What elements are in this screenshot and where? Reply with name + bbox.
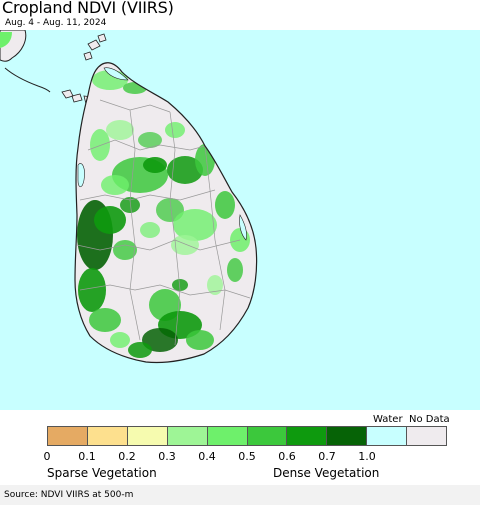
legend-swatch	[126, 426, 168, 446]
legend-swatch	[206, 426, 248, 446]
legend-color-bar	[47, 426, 448, 446]
legend-tick: 0.7	[318, 450, 336, 463]
puttalam-lagoon	[77, 163, 85, 188]
india-green-patch	[0, 32, 12, 48]
legend-water-label: Water	[373, 414, 403, 425]
legend-swatch	[286, 426, 328, 446]
legend-tick: 0.5	[238, 450, 256, 463]
date-range: Aug. 4 - Aug. 11, 2024	[5, 18, 107, 28]
island-coastline	[74, 62, 258, 364]
legend-tick: 0	[43, 450, 51, 463]
legend-nodata-label: No Data	[409, 414, 450, 425]
legend-tick: 1.0	[358, 450, 376, 463]
legend-swatch	[86, 426, 128, 446]
legend-swatch	[47, 426, 88, 446]
sri-lanka-map	[0, 30, 480, 410]
legend-tick: 0.4	[198, 450, 216, 463]
source-footer: Source: NDVI VIIRS at 500-m	[0, 485, 480, 505]
sparse-vegetation-label: Sparse Vegetation	[47, 466, 157, 480]
legend-swatch	[166, 426, 208, 446]
map-title: Cropland NDVI (VIIRS)	[2, 0, 174, 17]
batticaloa-lagoon	[239, 214, 247, 241]
legend-swatch	[366, 426, 408, 446]
legend-tick: 0.2	[118, 450, 136, 463]
legend-tick: 0.3	[158, 450, 176, 463]
dense-vegetation-label: Dense Vegetation	[273, 466, 380, 480]
legend-swatch	[326, 426, 368, 446]
legend-swatch	[246, 426, 288, 446]
legend-swatch	[406, 426, 448, 446]
india-coast-line	[4, 67, 51, 93]
jaffna-lagoon	[103, 67, 129, 81]
jaffna-islets	[83, 33, 107, 61]
legend-tick: 0.6	[278, 450, 296, 463]
district-boundaries	[76, 99, 251, 346]
legend-tick: 0.1	[78, 450, 96, 463]
